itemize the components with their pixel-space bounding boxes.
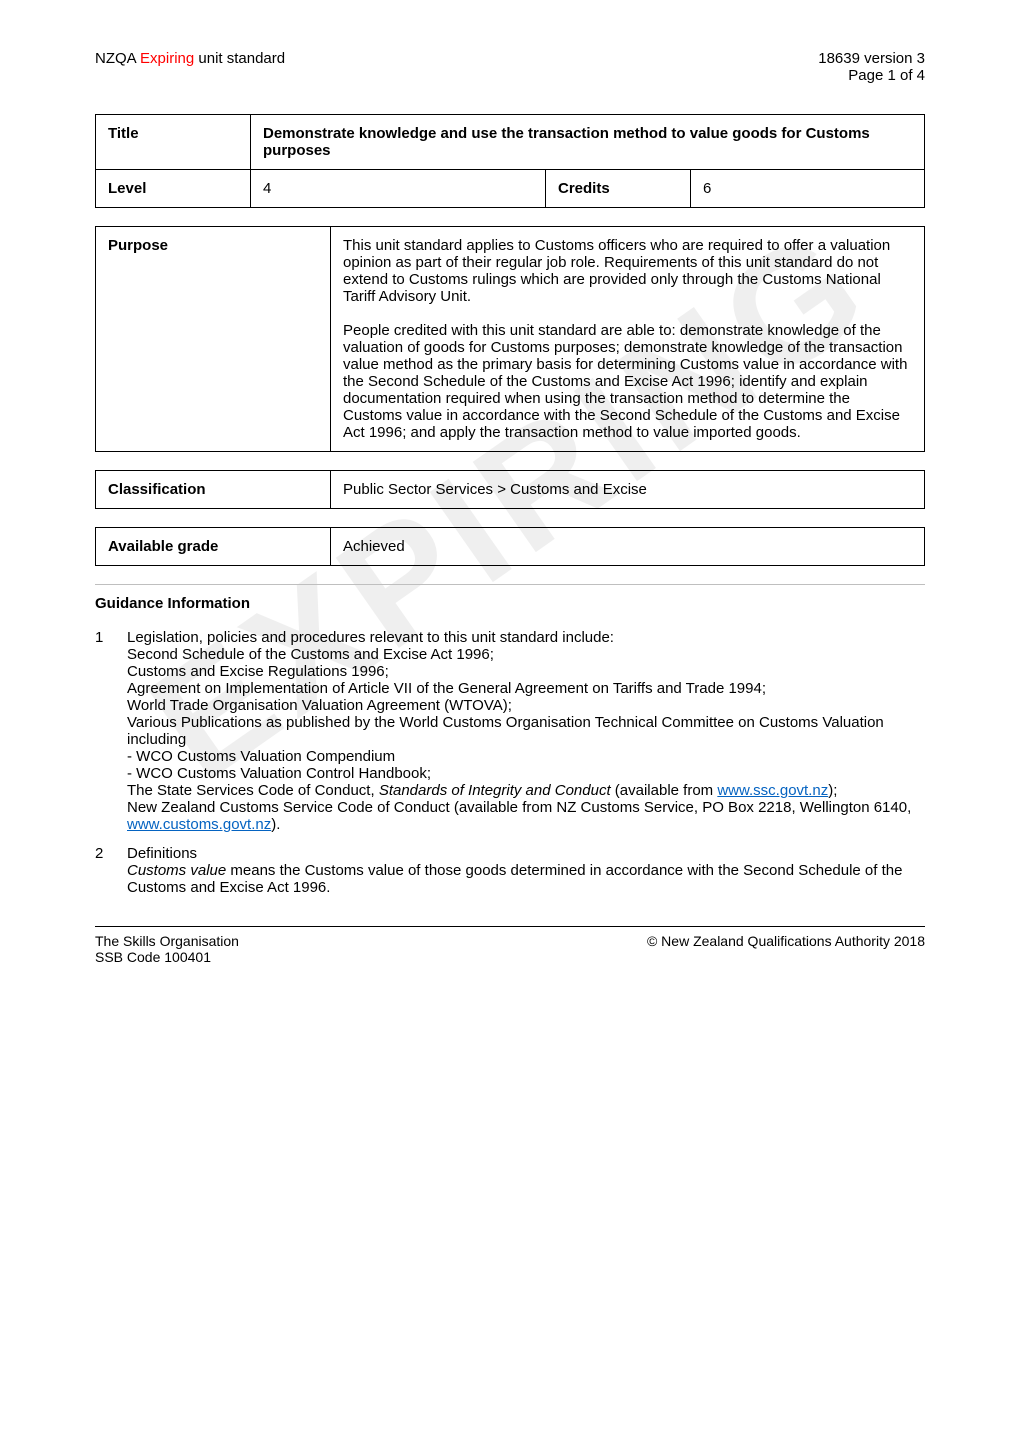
credits-label-cell: Credits	[546, 170, 691, 208]
item1-line-6: - WCO Customs Valuation Compendium	[127, 748, 925, 765]
item1-nz-line: New Zealand Customs Service Code of Cond…	[127, 799, 925, 833]
item1-line-1: Second Schedule of the Customs and Excis…	[127, 646, 925, 663]
item2-number: 2	[95, 845, 127, 896]
footer-left-line2: SSB Code 100401	[95, 949, 239, 965]
header-prefix: NZQA	[95, 50, 140, 67]
classification-value-cell: Public Sector Services > Customs and Exc…	[331, 471, 925, 509]
guidance-heading: Guidance Information	[95, 595, 925, 612]
item2-body: Definitions Customs value means the Cust…	[127, 845, 925, 896]
level-label-cell: Level	[96, 170, 251, 208]
item1-line-3: Agreement on Implementation of Article V…	[127, 680, 925, 697]
purpose-label-cell: Purpose	[96, 227, 331, 452]
def-rest: means the Customs value of those goods d…	[127, 862, 902, 896]
page-container: NZQA Expiring unit standard 18639 versio…	[0, 0, 1020, 1005]
header-version: 18639 version 3	[818, 50, 925, 67]
title-table: Title Demonstrate knowledge and use the …	[95, 114, 925, 208]
title-text-cell: Demonstrate knowledge and use the transa…	[251, 115, 925, 170]
item1-ssc-line: The State Services Code of Conduct, Stan…	[127, 782, 925, 799]
page-footer: The Skills Organisation SSB Code 100401 …	[95, 926, 925, 965]
header-expiring: Expiring	[140, 50, 194, 67]
footer-left-line1: The Skills Organisation	[95, 933, 239, 949]
item1-line-0: Legislation, policies and procedures rel…	[127, 629, 925, 646]
header-left: NZQA Expiring unit standard	[95, 50, 285, 84]
nz-end: ).	[271, 816, 280, 833]
item1-line-5: Various Publications as published by the…	[127, 714, 925, 748]
item1-line-2: Customs and Excise Regulations 1996;	[127, 663, 925, 680]
grade-table: Available grade Achieved	[95, 527, 925, 566]
header-right: 18639 version 3 Page 1 of 4	[818, 50, 925, 84]
level-value-cell: 4	[251, 170, 546, 208]
purpose-table: Purpose This unit standard applies to Cu…	[95, 226, 925, 452]
ssc-link[interactable]: www.ssc.govt.nz	[717, 782, 828, 799]
item1-body: Legislation, policies and procedures rel…	[127, 629, 925, 833]
classification-label-cell: Classification	[96, 471, 331, 509]
guidance-item-1: 1 Legislation, policies and procedures r…	[95, 629, 925, 833]
item1-line-7: - WCO Customs Valuation Control Handbook…	[127, 765, 925, 782]
divider	[95, 584, 925, 585]
purpose-para2: People credited with this unit standard …	[343, 322, 912, 441]
title-label-cell: Title	[96, 115, 251, 170]
footer-right: © New Zealand Qualifications Authority 2…	[647, 933, 925, 965]
credits-value-cell: 6	[691, 170, 925, 208]
ssc-suffix: (available from	[611, 782, 718, 799]
ssc-italic: Standards of Integrity and Conduct	[379, 782, 611, 799]
grade-label-cell: Available grade	[96, 528, 331, 566]
ssc-prefix: The State Services Code of Conduct,	[127, 782, 379, 799]
nz-link[interactable]: www.customs.govt.nz	[127, 816, 271, 833]
purpose-para1: This unit standard applies to Customs of…	[343, 237, 912, 305]
footer-left: The Skills Organisation SSB Code 100401	[95, 933, 239, 965]
item2-definition: Customs value means the Customs value of…	[127, 862, 925, 896]
def-italic: Customs value	[127, 862, 226, 879]
header-suffix: unit standard	[194, 50, 285, 67]
classification-table: Classification Public Sector Services > …	[95, 470, 925, 509]
item1-line-4: World Trade Organisation Valuation Agree…	[127, 697, 925, 714]
page-header: NZQA Expiring unit standard 18639 versio…	[95, 50, 925, 84]
header-page: Page 1 of 4	[818, 67, 925, 84]
guidance-item-2: 2 Definitions Customs value means the Cu…	[95, 845, 925, 896]
nz-prefix: New Zealand Customs Service Code of Cond…	[127, 799, 911, 816]
purpose-text-cell: This unit standard applies to Customs of…	[331, 227, 925, 452]
ssc-end: );	[828, 782, 837, 799]
grade-value-cell: Achieved	[331, 528, 925, 566]
item2-heading: Definitions	[127, 845, 925, 862]
item1-number: 1	[95, 629, 127, 833]
